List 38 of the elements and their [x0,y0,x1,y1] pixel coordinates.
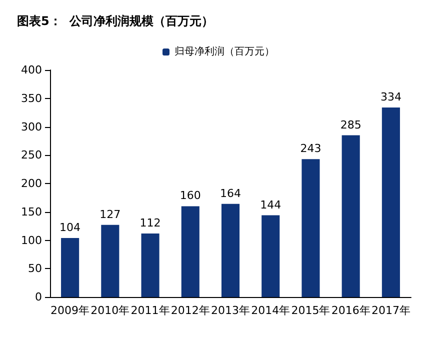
x-tick-label: 2011年 [130,304,170,317]
x-tick-label: 2016年 [331,304,370,317]
x-tick-label: 2009年 [50,304,90,317]
y-tick-label: 300 [21,120,42,134]
y-tick-label: 350 [21,92,42,105]
bar [221,204,240,297]
bar [302,159,320,297]
data-label: 144 [260,198,282,212]
data-label: 285 [340,118,362,132]
y-tick-label: 250 [21,148,42,162]
data-label: 104 [60,220,81,234]
data-label: 127 [100,208,121,221]
data-label: 160 [180,189,201,202]
bar [382,107,400,297]
y-tick-label: 400 [21,64,42,76]
data-label: 243 [300,142,322,156]
x-tick-label: 2012年 [170,304,210,317]
y-tick-label: 100 [21,234,42,247]
chart-title: 图表5： 公司净利润规模（百万元） [17,14,214,28]
bar [262,215,280,297]
bar [181,206,200,297]
data-label: 112 [140,216,161,230]
legend-label: 归母净利润（百万元） [174,46,274,58]
data-label: 164 [220,186,241,200]
bar [141,233,160,297]
data-label: 334 [380,90,402,104]
bar [61,238,80,297]
bar [101,224,120,297]
y-tick-label: 150 [21,205,42,218]
x-tick-label: 2015年 [291,304,330,317]
bar [342,135,360,297]
y-tick-label: 50 [28,262,42,276]
y-tick-label: 200 [21,177,42,190]
x-tick-label: 2010年 [90,304,130,317]
y-tick-label: 0 [35,290,42,304]
x-tick-label: 2013年 [211,304,250,317]
x-tick-label: 2017年 [371,304,410,317]
x-tick-label: 2014年 [251,304,290,317]
